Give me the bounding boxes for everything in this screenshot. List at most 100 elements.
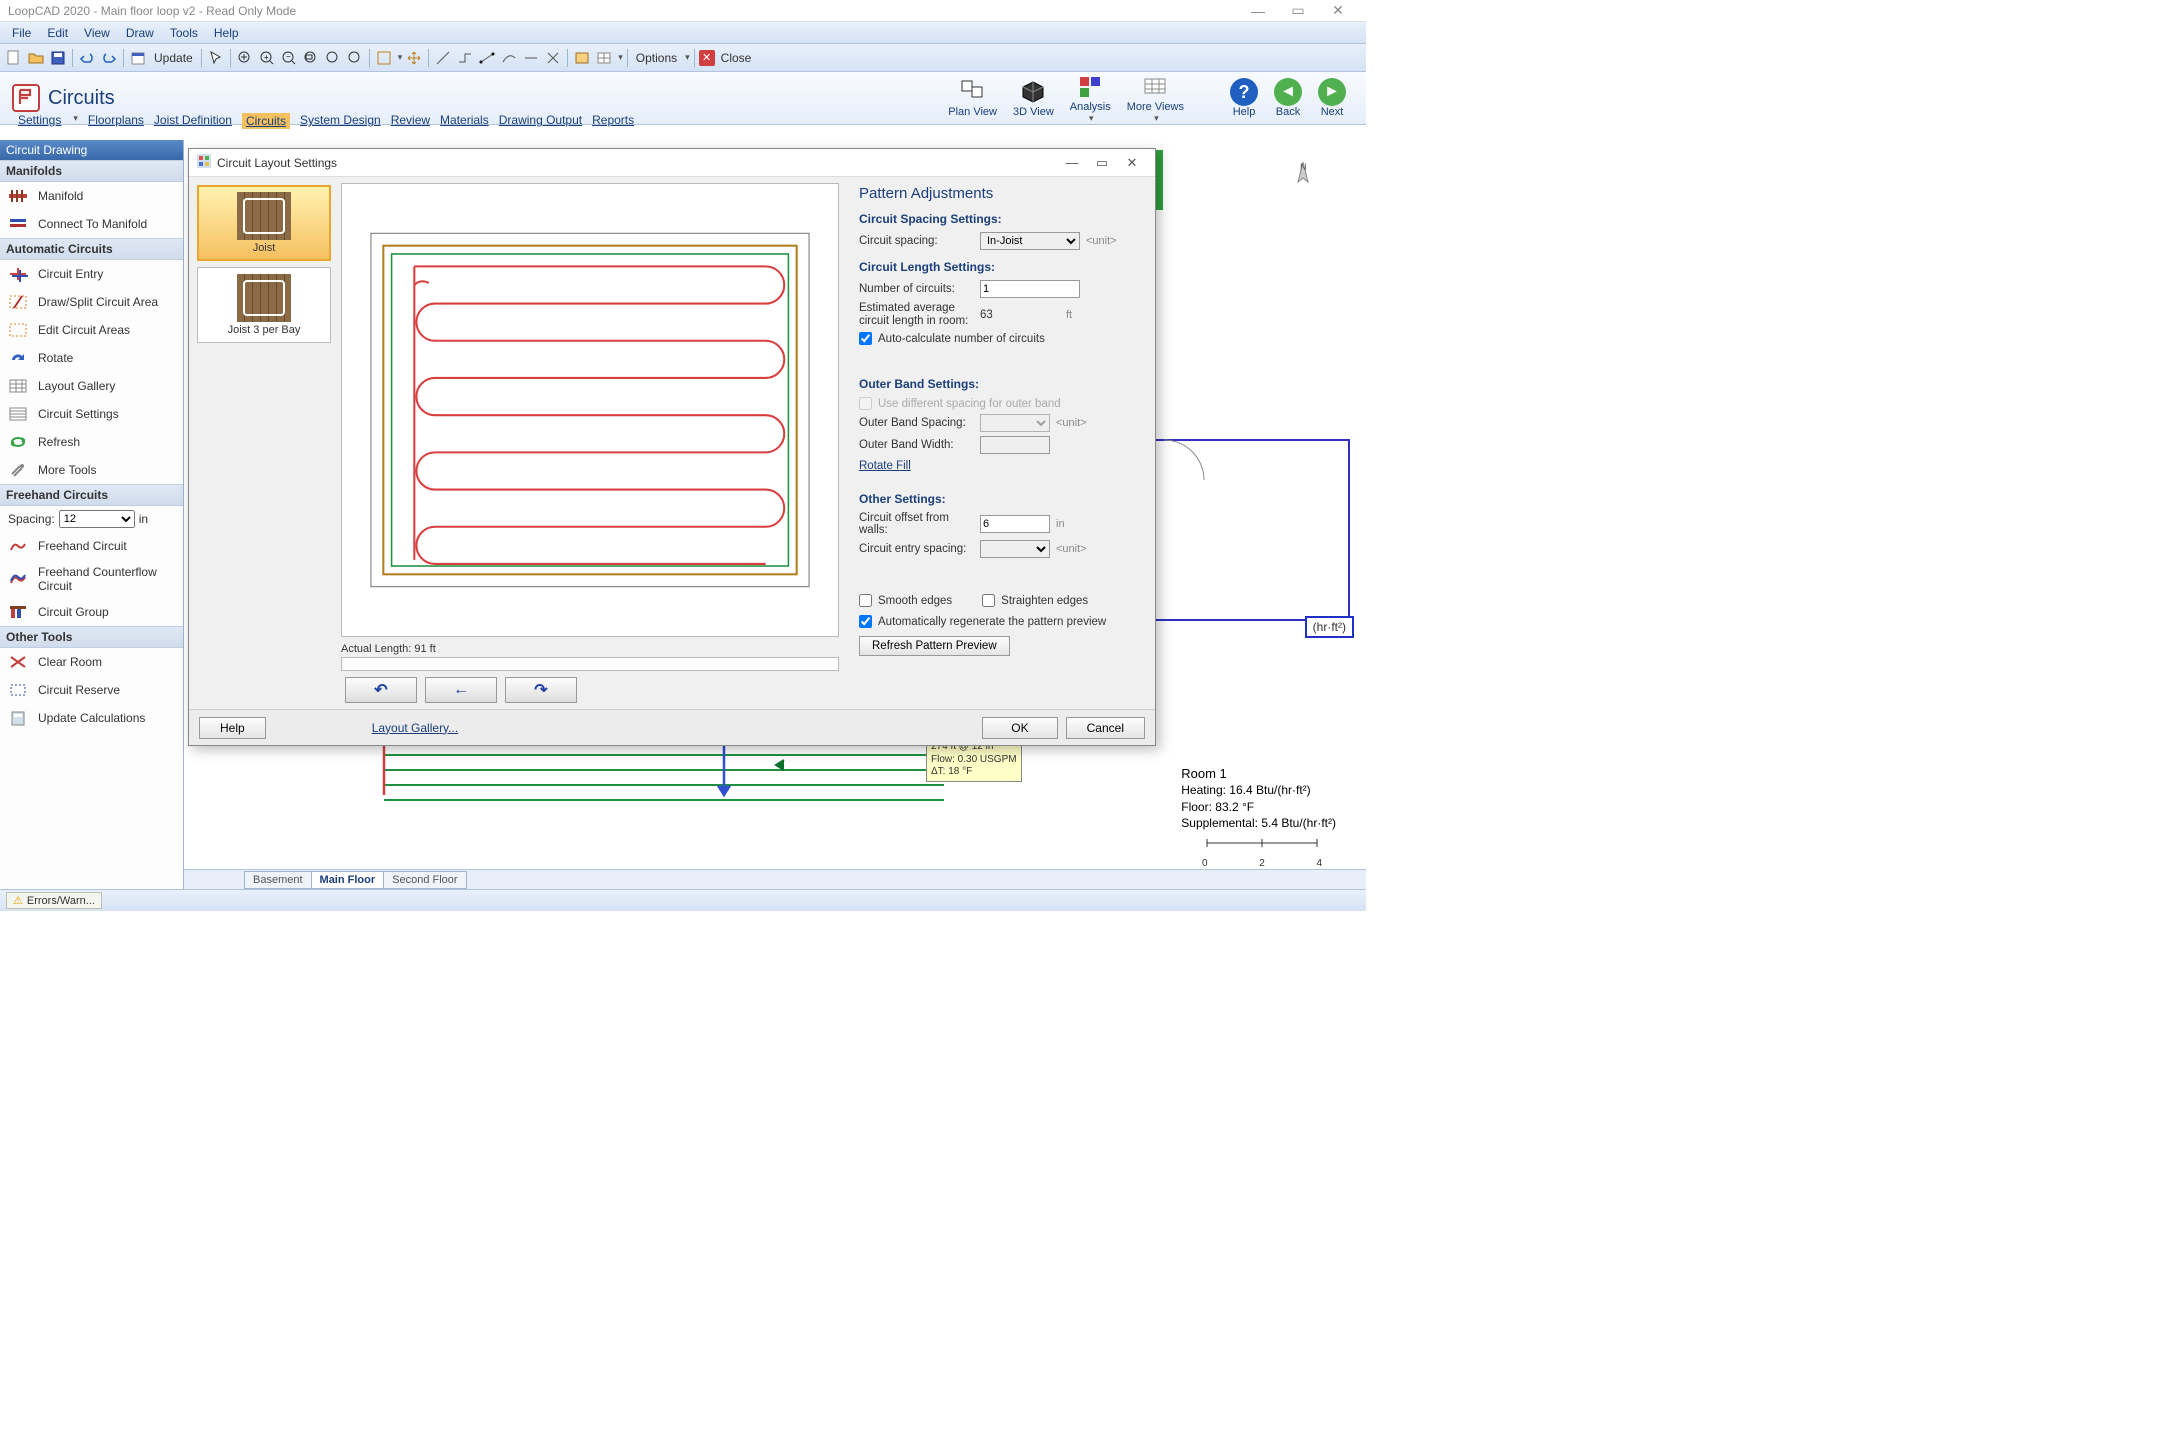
dialog-maximize-button[interactable]: ▭ [1087, 153, 1117, 173]
plan-view-button[interactable]: Plan View [948, 78, 997, 118]
line-icon[interactable] [433, 48, 453, 68]
item-settings[interactable]: Circuit Settings [0, 400, 183, 428]
nav-review[interactable]: Review [391, 113, 430, 129]
tab-mainfloor[interactable]: Main Floor [311, 871, 385, 889]
item-gallery[interactable]: Layout Gallery [0, 372, 183, 400]
template-joist[interactable]: Joist [197, 185, 331, 261]
calendar-icon[interactable] [128, 48, 148, 68]
more-views-button[interactable]: More Views▾ [1127, 73, 1184, 124]
dropdown-icon[interactable]: ▾ [618, 52, 623, 63]
shape2-icon[interactable] [455, 48, 475, 68]
nav-circuits[interactable]: Circuits [242, 113, 290, 129]
item-more-tools[interactable]: More Tools [0, 456, 183, 484]
next-button[interactable]: ►Next [1318, 78, 1346, 118]
dialog-titlebar: Circuit Layout Settings — ▭ ✕ [189, 149, 1155, 177]
help-button[interactable]: ?Help [1230, 78, 1258, 118]
dialog-help-button[interactable]: Help [199, 717, 266, 739]
errors-button[interactable]: ⚠ Errors/Warn... [6, 892, 102, 909]
item-draw-split[interactable]: Draw/Split Circuit Area [0, 288, 183, 316]
menu-help[interactable]: Help [206, 24, 247, 42]
menu-tools[interactable]: Tools [162, 24, 206, 42]
smooth-checkbox[interactable] [859, 594, 872, 607]
maximize-button[interactable]: ▭ [1278, 0, 1318, 22]
item-edit-areas[interactable]: Edit Circuit Areas [0, 316, 183, 344]
rotate-icon [8, 349, 28, 367]
ok-button[interactable]: OK [982, 717, 1057, 739]
back-pattern-button[interactable]: ← [425, 677, 497, 703]
refresh-preview-button[interactable]: Refresh Pattern Preview [859, 636, 1010, 656]
shape3-icon[interactable] [477, 48, 497, 68]
rotate-fill-link[interactable]: Rotate Fill [859, 460, 911, 472]
arc-icon[interactable] [499, 48, 519, 68]
dropdown-icon[interactable]: ▾ [685, 52, 690, 63]
undo-pattern-button[interactable]: ↶ [345, 677, 417, 703]
redo-pattern-button[interactable]: ↷ [505, 677, 577, 703]
panel-icon[interactable] [572, 48, 592, 68]
spacing-select[interactable]: In-Joist [980, 232, 1080, 250]
zoom-window-icon[interactable] [301, 48, 321, 68]
cancel-button[interactable]: Cancel [1066, 717, 1145, 739]
shape6-icon[interactable] [543, 48, 563, 68]
nav-materials[interactable]: Materials [440, 113, 489, 129]
tab-secondfloor[interactable]: Second Floor [383, 871, 466, 889]
item-reserve[interactable]: Circuit Reserve [0, 676, 183, 704]
nav-settings[interactable]: Settings [18, 113, 61, 129]
item-freehand[interactable]: Freehand Circuit [0, 532, 183, 560]
redo-icon[interactable] [99, 48, 119, 68]
dialog-close-button[interactable]: ✕ [1117, 153, 1147, 173]
nav-output[interactable]: Drawing Output [499, 113, 582, 129]
item-update-calc[interactable]: Update Calculations [0, 704, 183, 732]
cursor-icon[interactable] [206, 48, 226, 68]
entry-spacing-select[interactable] [980, 540, 1050, 558]
item-manifold[interactable]: Manifold [0, 182, 183, 210]
undo-icon[interactable] [77, 48, 97, 68]
autocalc-checkbox[interactable] [859, 332, 872, 345]
open-icon[interactable] [26, 48, 46, 68]
update-button[interactable]: Update [150, 51, 197, 65]
nav-floorplans[interactable]: Floorplans [88, 113, 144, 129]
close-label[interactable]: Close [717, 51, 756, 65]
grid-icon[interactable] [594, 48, 614, 68]
item-refresh[interactable]: Refresh [0, 428, 183, 456]
analysis-button[interactable]: Analysis▾ [1070, 73, 1111, 124]
zoom-prev-icon[interactable] [323, 48, 343, 68]
item-connect[interactable]: Connect To Manifold [0, 210, 183, 238]
close-window-button[interactable]: ✕ [1318, 0, 1358, 22]
save-icon[interactable] [48, 48, 68, 68]
template-joist3[interactable]: Joist 3 per Bay [197, 267, 331, 343]
new-icon[interactable] [4, 48, 24, 68]
straighten-checkbox[interactable] [982, 594, 995, 607]
spacing-select[interactable]: 12 [59, 510, 135, 528]
dialog-minimize-button[interactable]: — [1057, 153, 1087, 173]
layout-gallery-link[interactable]: Layout Gallery... [372, 721, 458, 735]
item-entry[interactable]: Circuit Entry [0, 260, 183, 288]
close-icon[interactable]: ✕ [699, 50, 715, 66]
autoregen-checkbox[interactable] [859, 615, 872, 628]
offset-input[interactable] [980, 515, 1050, 533]
back-button[interactable]: ◄Back [1274, 78, 1302, 118]
item-freehand-cf[interactable]: Freehand Counterflow Circuit [0, 560, 183, 598]
move-icon[interactable] [404, 48, 424, 68]
item-rotate[interactable]: Rotate [0, 344, 183, 372]
options-button[interactable]: Options [632, 51, 681, 65]
tab-basement[interactable]: Basement [244, 871, 312, 889]
item-group[interactable]: Circuit Group [0, 598, 183, 626]
menu-view[interactable]: View [76, 24, 118, 42]
zoom-in-icon[interactable]: + [257, 48, 277, 68]
dropdown-icon[interactable]: ▾ [398, 52, 403, 63]
menu-edit[interactable]: Edit [39, 24, 76, 42]
zoom-out-icon[interactable]: − [279, 48, 299, 68]
num-circuits-input[interactable] [980, 280, 1080, 298]
nav-joist[interactable]: Joist Definition [154, 113, 232, 129]
minimize-button[interactable]: — [1238, 0, 1278, 22]
shape5-icon[interactable] [521, 48, 541, 68]
nav-system[interactable]: System Design [300, 113, 381, 129]
item-clear[interactable]: Clear Room [0, 648, 183, 676]
menu-file[interactable]: File [4, 24, 39, 42]
draw-tool-1-icon[interactable] [374, 48, 394, 68]
zoom-extents-icon[interactable] [235, 48, 255, 68]
nav-reports[interactable]: Reports [592, 113, 634, 129]
menu-draw[interactable]: Draw [118, 24, 162, 42]
3d-view-button[interactable]: 3D View [1013, 78, 1054, 118]
zoom-1-icon[interactable] [345, 48, 365, 68]
